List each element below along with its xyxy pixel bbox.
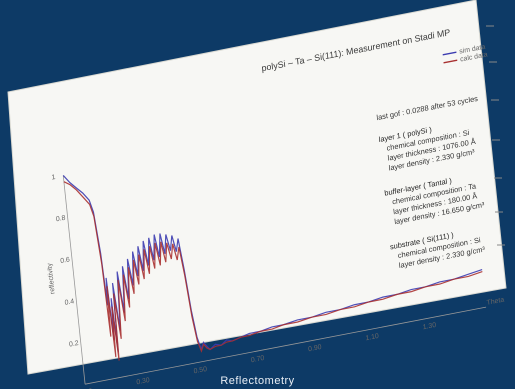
y-tick-label: 0.2 [69, 340, 79, 349]
x-tick-label: 1.30 [422, 322, 436, 332]
series-line-calc [63, 181, 483, 361]
y-tick-label: 0.8 [56, 215, 66, 224]
y-axis-label: reflectivity [46, 262, 56, 295]
x-tick-label: 0.90 [308, 344, 322, 354]
x-axis [85, 306, 487, 385]
x-tick-label: 0.50 [193, 366, 207, 376]
series-lines [62, 174, 483, 361]
y-tick-label: 1 [51, 174, 56, 182]
y-tick-label: 0.6 [60, 256, 70, 265]
y-axis [62, 175, 86, 385]
layer-info: layer 1 ( polySi )chemical composition :… [378, 125, 485, 270]
x-tick-labels: 0.10 0.30 0.50 0.70 0.90 1.10 1.30 [79, 322, 437, 389]
legend-swatch-sim [442, 51, 457, 56]
y-tick-labels: 0.2 0.4 0.6 0.8 1 [51, 174, 79, 349]
x-tick-label: 0.30 [136, 377, 150, 387]
legend-label-sim: sim data [459, 44, 486, 56]
x-tick-label: 0.10 [79, 388, 93, 389]
x-tick-label: 1.10 [365, 333, 379, 343]
x-tick-label: 0.70 [251, 355, 265, 365]
edge-markers [486, 25, 505, 246]
legend-swatch-calc [443, 59, 458, 64]
image-caption: Reflectometry [220, 375, 295, 387]
chart-card: polySi – Ta – Si(111): Measurement on St… [7, 0, 507, 389]
y-tick-label: 0.4 [64, 298, 74, 307]
x-axis-label: Theta [486, 297, 504, 307]
